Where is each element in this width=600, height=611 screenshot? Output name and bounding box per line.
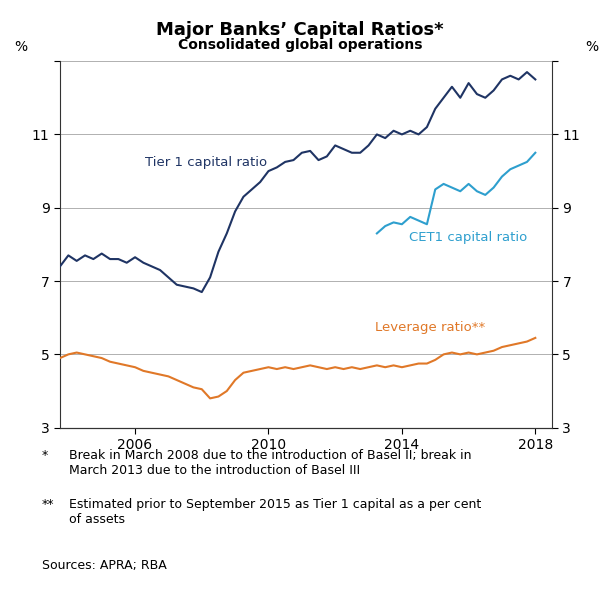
- Text: *: *: [42, 449, 48, 462]
- Text: Tier 1 capital ratio: Tier 1 capital ratio: [145, 156, 267, 169]
- Text: Leverage ratio**: Leverage ratio**: [375, 321, 485, 334]
- Text: %: %: [14, 40, 27, 54]
- Text: CET1 capital ratio: CET1 capital ratio: [409, 231, 527, 244]
- Text: Estimated prior to September 2015 as Tier 1 capital as a per cent
of assets: Estimated prior to September 2015 as Tie…: [69, 498, 481, 526]
- Text: Sources: APRA; RBA: Sources: APRA; RBA: [42, 559, 167, 572]
- Text: %: %: [585, 40, 598, 54]
- Text: Consolidated global operations: Consolidated global operations: [178, 38, 422, 52]
- Text: **: **: [42, 498, 55, 511]
- Text: Break in March 2008 due to the introduction of Basel II; break in
March 2013 due: Break in March 2008 due to the introduct…: [69, 449, 472, 477]
- Text: Major Banks’ Capital Ratios*: Major Banks’ Capital Ratios*: [156, 21, 444, 39]
